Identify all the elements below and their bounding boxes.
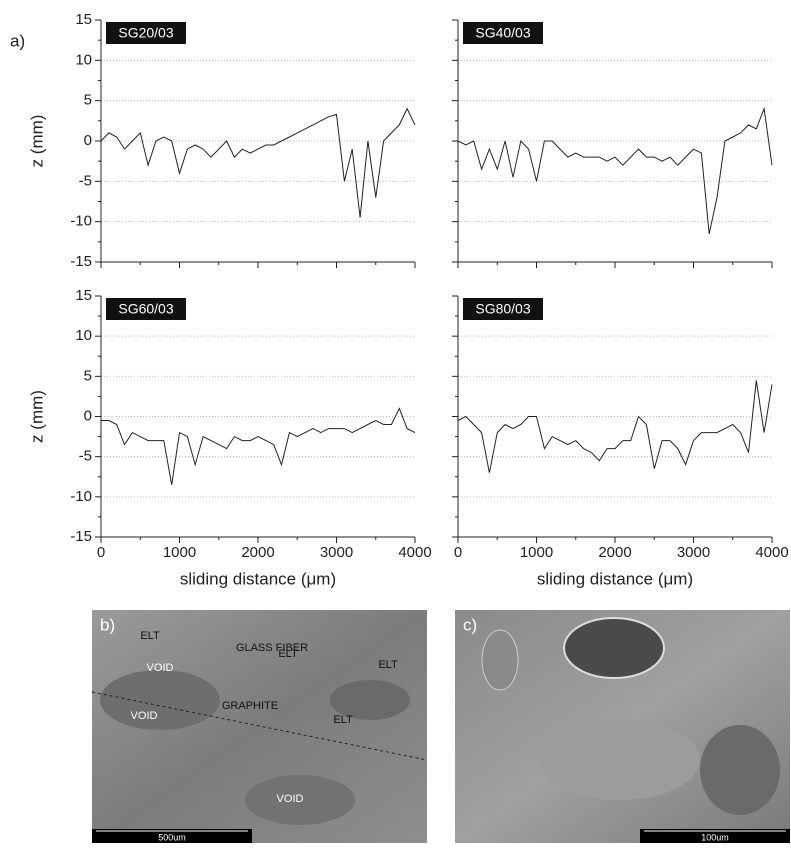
y-tick-label: 15 — [75, 287, 92, 304]
annotation: GLASS FIBER — [236, 642, 308, 654]
scale-bar-label: 500um — [158, 832, 186, 842]
annotation: ELT — [140, 630, 160, 642]
annotation: ELT — [333, 714, 353, 726]
x-tick-label: 2000 — [241, 544, 274, 561]
texture — [540, 720, 700, 800]
annotation: VOID — [277, 793, 304, 805]
sample-label-box — [106, 298, 186, 320]
panel-label: c) — [463, 615, 477, 634]
texture — [563, 617, 665, 679]
sample-label: SG20/03 — [118, 25, 173, 41]
x-tick-label: 3000 — [320, 544, 353, 561]
texture — [100, 670, 220, 730]
x-tick-label: 4000 — [755, 544, 788, 561]
y-tick-label: 15 — [75, 11, 92, 28]
y-tick-label: -10 — [70, 488, 92, 505]
sample-label: SG80/03 — [475, 301, 530, 317]
y-tick-label: 5 — [84, 92, 92, 109]
y-tick-label: 10 — [75, 327, 92, 344]
profile-line — [101, 407, 416, 485]
x-tick-label: 2000 — [598, 544, 631, 561]
profile-line — [457, 106, 773, 234]
annotation: ELT — [278, 648, 298, 660]
annotation: ELT — [378, 659, 398, 671]
x-tick-label: 3000 — [677, 544, 710, 561]
y-tick-label: -10 — [70, 213, 92, 230]
sample-label: SG60/03 — [118, 301, 173, 317]
y-tick-label: 0 — [84, 132, 92, 149]
x-tick-label: 4000 — [398, 544, 431, 561]
sample-label-box — [106, 22, 186, 44]
annotation: GRAPHITE — [222, 700, 278, 712]
sample-label-box — [463, 298, 543, 320]
y-tick-label: -15 — [70, 253, 92, 270]
profile-line — [100, 107, 416, 218]
texture — [700, 725, 780, 815]
sample-label: SG40/03 — [475, 25, 530, 41]
y-axis-label: z (mm) — [27, 115, 46, 168]
texture — [330, 680, 410, 720]
y-axis-label: z (mm) — [27, 390, 46, 443]
y-tick-label: -5 — [79, 448, 92, 465]
x-tick-label: 1000 — [520, 544, 553, 561]
y-tick-label: 5 — [84, 367, 92, 384]
x-axis-label: sliding distance (μm) — [537, 569, 693, 588]
x-axis-label: sliding distance (μm) — [180, 569, 336, 588]
sample-label-box — [463, 22, 543, 44]
x-tick-label: 0 — [97, 544, 105, 561]
profile-line — [457, 380, 773, 473]
texture — [245, 775, 355, 825]
annotation: VOID — [131, 710, 158, 722]
scale-bar-label: 100um — [701, 832, 729, 842]
y-tick-label: 0 — [84, 407, 92, 424]
y-tick-label: -15 — [70, 528, 92, 545]
x-tick-label: 0 — [454, 544, 462, 561]
panel-label: a) — [10, 31, 25, 50]
panel-label: b) — [100, 615, 115, 634]
x-tick-label: 1000 — [163, 544, 196, 561]
annotation: VOID — [147, 662, 174, 674]
texture — [481, 629, 519, 691]
y-tick-label: -5 — [79, 172, 92, 189]
y-tick-label: 10 — [75, 51, 92, 68]
scale-bar — [92, 829, 252, 843]
scale-bar — [640, 829, 790, 843]
boundary-line — [91, 691, 428, 761]
